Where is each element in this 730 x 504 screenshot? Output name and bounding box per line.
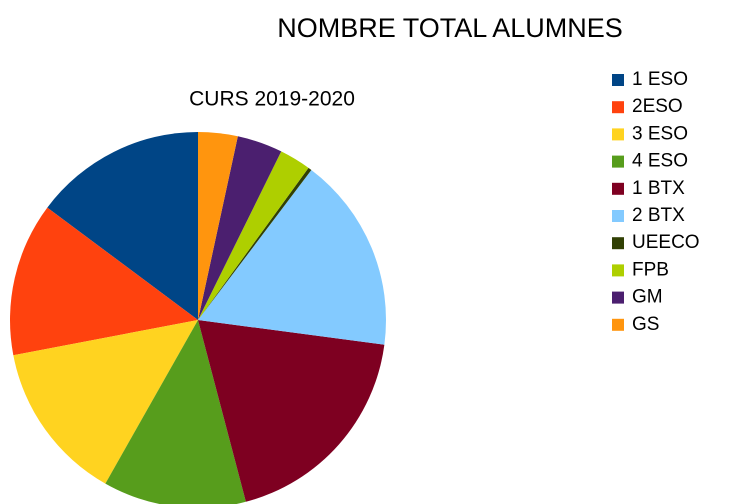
pie-slice (13, 320, 198, 484)
pie-slice (105, 320, 246, 504)
legend-label: GM (632, 287, 663, 308)
pie-slice (198, 170, 386, 345)
legend-swatch (612, 210, 624, 222)
legend-swatch (612, 182, 624, 195)
legend-swatch (612, 155, 624, 168)
pie-slice (198, 167, 312, 320)
pie-slice (198, 320, 385, 502)
legend-label: UEECO (632, 232, 700, 253)
legend-label: 3 ESO (632, 123, 688, 144)
legend-swatch (612, 264, 624, 277)
legend-swatch (612, 237, 624, 250)
legend-swatch (612, 101, 624, 114)
legend-label: GS (632, 314, 659, 335)
legend-label: 1 BTX (632, 178, 685, 199)
pie-slice (47, 132, 199, 320)
pie-slice (9, 207, 198, 356)
pie-slice (198, 151, 309, 320)
legend-label: 2ESO (632, 96, 683, 117)
legend-swatch (612, 318, 624, 331)
legend-label: 1 ESO (632, 69, 688, 90)
legend-swatch (612, 291, 624, 304)
legend-label: FPB (632, 259, 669, 280)
legend-swatch (612, 74, 624, 86)
legend-label: 2 BTX (632, 205, 685, 226)
legend-label: 4 ESO (632, 151, 688, 172)
pie-slice (198, 132, 238, 320)
chart-subtitle: CURS 2019-2020 (189, 88, 355, 111)
pie-slice (198, 136, 282, 320)
chart-title: NOMBRE TOTAL ALUMNES (277, 13, 623, 43)
legend-swatch (612, 128, 624, 141)
